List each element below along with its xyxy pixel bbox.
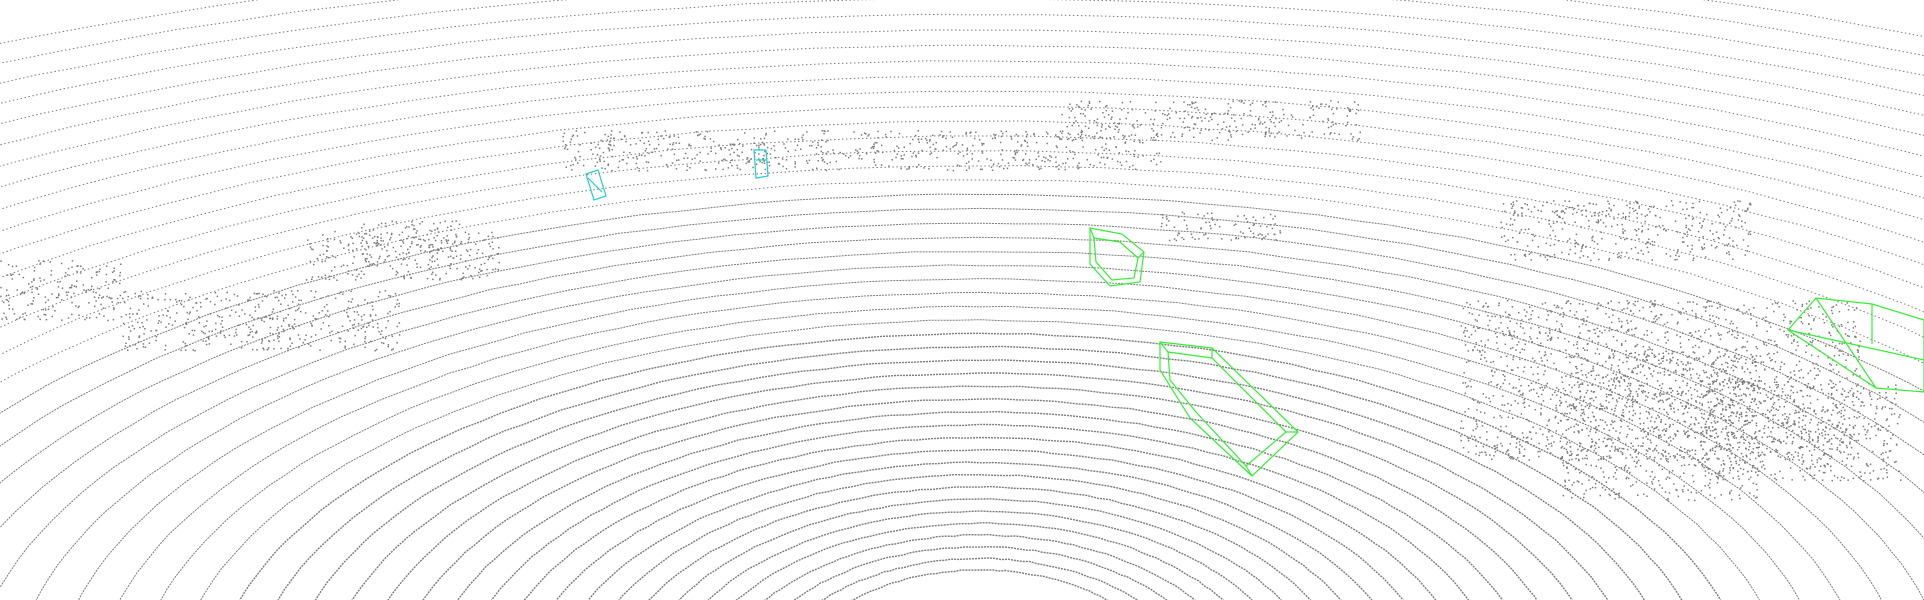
point-clusters <box>0 100 1902 502</box>
bbox-car-right <box>1787 297 1924 393</box>
bbox-pedestrian-left <box>585 169 607 201</box>
bbox-pedestrian-center <box>753 149 769 179</box>
bbox-car-mid <box>1089 227 1145 287</box>
bbox-car-near <box>1159 341 1299 477</box>
